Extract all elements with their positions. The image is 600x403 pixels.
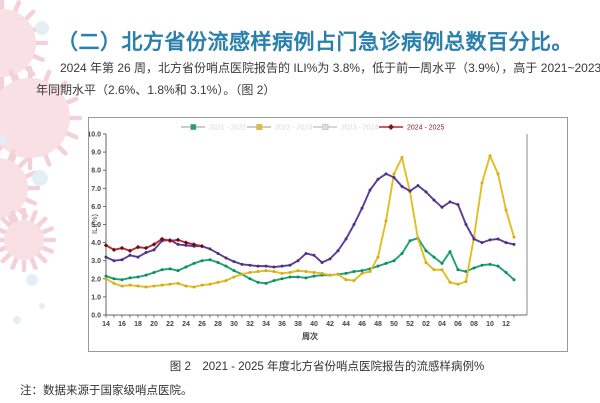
- chart-panel: 0.0 1.0 2.0 3.0 4.0 5.0 6.0 7.0 8.0 9.0 10.0 ILI(%)…: [88, 117, 568, 352]
- svg-text:10.0: 10.0: [89, 132, 101, 139]
- summary-line-2: 年同期水平（2.6%、1.8%和 3.1%）。（图 2）: [36, 83, 276, 97]
- svg-text:12: 12: [502, 321, 510, 328]
- svg-text:8.0: 8.0: [91, 168, 101, 175]
- svg-text:52: 52: [406, 321, 414, 328]
- svg-text:2023 - 2024: 2023 - 2024: [341, 125, 378, 132]
- svg-text:26: 26: [198, 321, 206, 328]
- svg-text:34: 34: [262, 321, 270, 328]
- svg-text:32: 32: [246, 321, 254, 328]
- svg-text:44: 44: [342, 321, 350, 328]
- svg-text:6.0: 6.0: [91, 204, 101, 211]
- svg-text:3.0: 3.0: [91, 258, 101, 265]
- summary-paragraph: 2024 年第 26 周，北方省份哨点医院报告的 ILI%为 3.8%，低于前一…: [36, 57, 600, 101]
- svg-text:06: 06: [454, 321, 462, 328]
- svg-text:46: 46: [358, 321, 366, 328]
- svg-text:04: 04: [438, 321, 446, 328]
- summary-line-1: 2024 年第 26 周，北方省份哨点医院报告的 ILI%为 3.8%，低于前一…: [60, 61, 600, 75]
- svg-text:30: 30: [230, 321, 238, 328]
- svg-text:7.0: 7.0: [91, 186, 101, 193]
- svg-text:40: 40: [310, 321, 318, 328]
- page-title: （二）北方省份流感样病例占门急诊病例总数百分比。: [57, 31, 573, 55]
- svg-text:4.0: 4.0: [91, 240, 101, 247]
- svg-text:2021 - 2022: 2021 - 2022: [209, 125, 246, 132]
- svg-text:24: 24: [182, 321, 190, 328]
- svg-text:18: 18: [134, 321, 142, 328]
- svg-text:周次: 周次: [302, 331, 318, 341]
- svg-text:1.0: 1.0: [91, 294, 101, 301]
- svg-text:20: 20: [150, 321, 158, 328]
- svg-text:2024 - 2025: 2024 - 2025: [407, 125, 444, 132]
- svg-text:36: 36: [278, 321, 286, 328]
- figure-caption: 图 2 2021 - 2025 年度北方省份哨点医院报告的流感样病例%: [169, 361, 485, 373]
- svg-text:50: 50: [390, 321, 398, 328]
- svg-text:2022 - 2023: 2022 - 2023: [275, 125, 312, 132]
- source-note: 注：数据来源于国家级哨点医院。: [20, 385, 193, 397]
- svg-text:22: 22: [166, 321, 174, 328]
- svg-text:28: 28: [214, 321, 222, 328]
- ili-line-chart: 0.0 1.0 2.0 3.0 4.0 5.0 6.0 7.0 8.0 9.0 10.0 ILI(%)…: [89, 123, 528, 341]
- svg-text:42: 42: [326, 321, 334, 328]
- svg-text:0.0: 0.0: [91, 313, 101, 320]
- svg-text:10: 10: [486, 321, 494, 328]
- svg-text:38: 38: [294, 321, 302, 328]
- svg-text:16: 16: [118, 321, 126, 328]
- svg-text:48: 48: [374, 321, 382, 328]
- svg-text:5.0: 5.0: [91, 222, 101, 229]
- svg-text:9.0: 9.0: [91, 150, 101, 157]
- svg-text:02: 02: [422, 321, 430, 328]
- svg-text:2.0: 2.0: [91, 276, 101, 283]
- svg-text:ILI(%): ILI(%): [90, 214, 99, 235]
- svg-text:08: 08: [470, 321, 478, 328]
- svg-text:14: 14: [102, 321, 110, 328]
